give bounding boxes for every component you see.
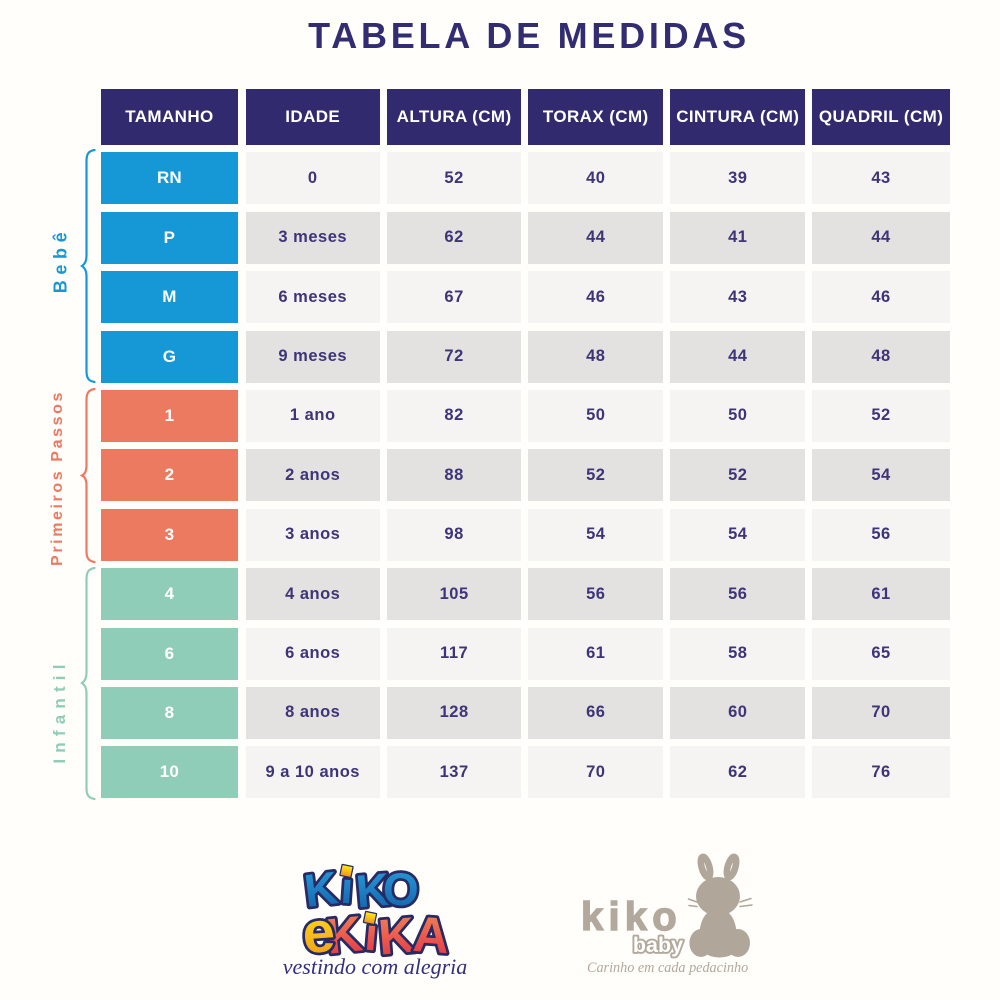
svg-text:O: O [382, 862, 420, 916]
svg-text:e: e [300, 899, 337, 966]
svg-text:baby: baby [633, 933, 683, 957]
svg-text:K: K [323, 905, 365, 964]
svg-text:A: A [411, 906, 451, 964]
svg-text:K: K [376, 907, 417, 966]
svg-text:K: K [354, 863, 392, 918]
